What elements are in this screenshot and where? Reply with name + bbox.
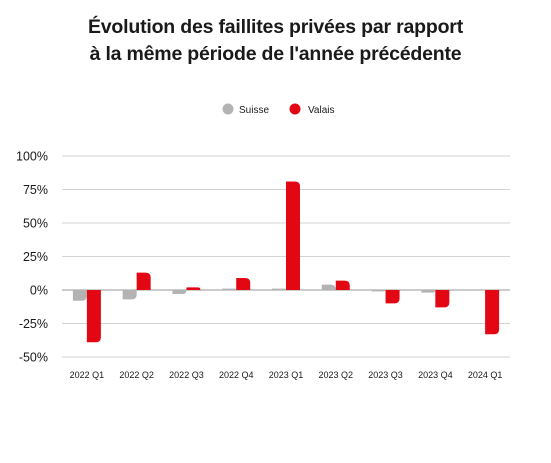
legend-label-valais: Valais (308, 105, 335, 116)
x-category-label: 2022 Q2 (119, 370, 154, 380)
y-tick-label: -50% (19, 351, 48, 365)
y-tick-label: 0% (30, 284, 48, 298)
bar-valais (236, 277, 251, 290)
x-category-label: 2022 Q3 (169, 370, 204, 380)
chart-title-line-1: Évolution des faillites privées par rapp… (87, 16, 463, 38)
bar-valais (485, 290, 500, 335)
bar-suisse (272, 288, 286, 290)
legend-marker-valais (289, 103, 301, 115)
bar-suisse (122, 290, 137, 300)
bar-valais (186, 287, 201, 290)
x-category-label: 2022 Q1 (70, 370, 105, 380)
bar-suisse (72, 290, 87, 301)
bar-valais (335, 280, 350, 290)
legend: Suisse Valais (222, 103, 335, 116)
bar-suisse (371, 290, 386, 292)
x-category-label: 2024 Q1 (468, 370, 503, 380)
bar-valais (435, 290, 450, 308)
bar-valais (86, 290, 101, 343)
y-tick-label: 100% (16, 150, 48, 164)
x-category-label: 2023 Q4 (418, 370, 453, 380)
bar-suisse (222, 288, 237, 290)
y-axis-tick-labels: 100% 75% 50% 25% 0% -25% -50% (16, 150, 48, 365)
x-category-label: 2023 Q2 (319, 370, 354, 380)
x-category-label: 2022 Q4 (219, 370, 254, 380)
x-category-label: 2023 Q1 (269, 370, 304, 380)
legend-marker-suisse (222, 103, 234, 115)
chart-title-line-2: à la même période de l'année précédente (89, 43, 462, 65)
grid-lines (62, 155, 510, 358)
bar-valais (385, 290, 400, 304)
legend-label-suisse: Suisse (239, 105, 269, 116)
bar-suisse (172, 290, 187, 295)
y-tick-label: 50% (23, 217, 48, 231)
y-tick-label: 75% (23, 183, 48, 197)
x-axis-category-labels: 2022 Q1 2022 Q2 2022 Q3 2022 Q4 2023 Q1 2023 … (70, 370, 503, 380)
x-category-label: 2023 Q3 (368, 370, 403, 380)
y-tick-label: 25% (23, 250, 48, 264)
bar-valais (136, 272, 151, 290)
bar-suisse (421, 290, 436, 293)
y-tick-label: -25% (19, 317, 48, 331)
chart-title: Évolution des faillites privées par rapp… (0, 14, 551, 68)
bars (72, 181, 500, 343)
bar-valais (286, 181, 300, 290)
bar-suisse (321, 284, 336, 290)
